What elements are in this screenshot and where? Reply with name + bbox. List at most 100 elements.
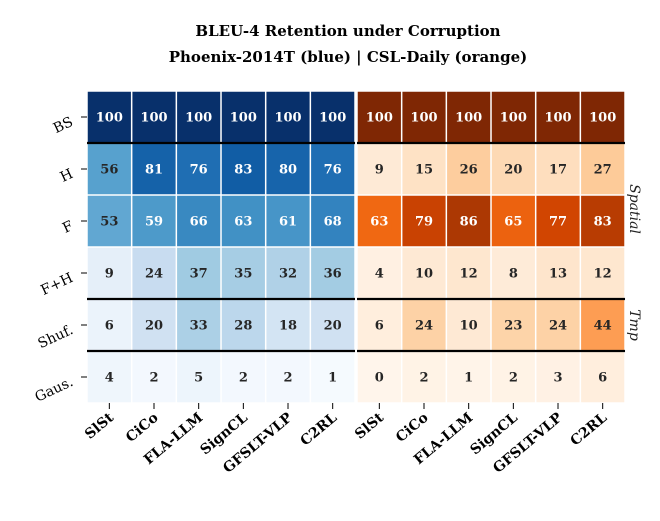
- column-label: CiCo: [123, 410, 162, 446]
- cell-value-label: 12: [594, 267, 612, 282]
- heatmap-cell: [536, 247, 580, 299]
- row-label: H: [58, 166, 76, 186]
- heatmap-cell: [221, 247, 265, 299]
- cell-value-label: 32: [279, 267, 297, 282]
- heatmap-cell: [536, 299, 580, 351]
- heatmap-cell: [402, 351, 446, 403]
- heatmap-cell: [536, 143, 580, 195]
- heatmap-cell: [402, 195, 446, 247]
- heatmap-cell: [177, 299, 221, 351]
- cell-value-label: 76: [324, 163, 342, 178]
- heatmap-cell: [491, 247, 535, 299]
- heatmap-cell: [87, 299, 131, 351]
- cell-value-label: 2: [239, 371, 248, 386]
- cell-value-label: 83: [234, 163, 252, 178]
- cell-value-label: 83: [594, 215, 612, 230]
- cell-value-label: 59: [145, 215, 163, 230]
- cell-value-label: 68: [324, 215, 342, 230]
- cell-value-label: 100: [230, 111, 257, 126]
- heatmap-cell: [447, 351, 491, 403]
- heatmap-cell: [177, 91, 221, 143]
- cell-value-label: 18: [279, 319, 297, 334]
- heatmap-cell: [536, 351, 580, 403]
- heatmap-cell: [357, 351, 401, 403]
- cell-value-label: 36: [324, 267, 342, 282]
- cell-value-label: 23: [504, 319, 522, 334]
- cell-value-label: 77: [549, 215, 567, 230]
- cell-value-label: 100: [366, 111, 393, 126]
- heatmap-cell: [581, 351, 625, 403]
- cell-value-label: 100: [455, 111, 482, 126]
- cell-value-label: 5: [194, 371, 203, 386]
- row-label: BS: [51, 114, 76, 137]
- cell-value-label: 20: [504, 163, 522, 178]
- heatmap-cell: [357, 143, 401, 195]
- cell-value-label: 100: [96, 111, 123, 126]
- cell-value-label: 80: [279, 163, 297, 178]
- side-group-label: Spatial: [626, 184, 642, 234]
- row-label: Gaus.: [33, 374, 76, 405]
- heatmap-cell: [357, 247, 401, 299]
- cell-value-label: 24: [549, 319, 567, 334]
- cell-value-label: 100: [274, 111, 301, 126]
- cell-value-label: 3: [553, 371, 562, 386]
- cell-value-label: 66: [190, 215, 208, 230]
- heatmap-cell: [132, 299, 176, 351]
- heatmap-cell: [447, 299, 491, 351]
- cell-value-label: 2: [509, 371, 518, 386]
- heatmap-cell: [221, 91, 265, 143]
- row-label: F+H: [38, 270, 75, 299]
- heatmap-cell: [357, 195, 401, 247]
- heatmap-cell: [311, 195, 355, 247]
- cell-value-label: 10: [415, 267, 433, 282]
- cell-value-label: 100: [500, 111, 527, 126]
- cell-value-label: 1: [464, 371, 473, 386]
- column-label: CiCo: [393, 410, 432, 446]
- cell-value-label: 37: [190, 267, 208, 282]
- heatmap-cell: [177, 247, 221, 299]
- cell-value-label: 20: [324, 319, 342, 334]
- cell-value-label: 79: [415, 215, 433, 230]
- cell-value-label: 53: [100, 215, 118, 230]
- heatmap-cell: [221, 143, 265, 195]
- heatmap-cell: [266, 195, 310, 247]
- cell-value-label: 100: [319, 111, 346, 126]
- side-group-label: Tmp: [626, 309, 642, 341]
- heatmap-cell: [177, 143, 221, 195]
- cell-value-label: 65: [504, 215, 522, 230]
- heatmap-cell: [177, 195, 221, 247]
- heatmap-cell: [221, 195, 265, 247]
- heatmap-cell: [221, 351, 265, 403]
- group-separators: [87, 141, 626, 353]
- cell-value-label: 10: [460, 319, 478, 334]
- cell-value-label: 12: [460, 267, 478, 282]
- row-labels: BS H F F+H Shuf. Gaus.: [33, 114, 87, 406]
- heatmap-cell: [311, 351, 355, 403]
- cell-value-label: 1: [328, 371, 337, 386]
- heatmap-cell: [402, 299, 446, 351]
- heatmap-cell: [581, 91, 625, 143]
- heatmap-cell: [87, 351, 131, 403]
- heatmap-cell: [177, 351, 221, 403]
- cell-value-label: 6: [105, 319, 114, 334]
- heatmap-cell: [581, 247, 625, 299]
- heatmap-cell: [87, 195, 131, 247]
- heatmap-cell: [311, 299, 355, 351]
- heatmap-cell: [266, 299, 310, 351]
- cell-value-label: 33: [190, 319, 208, 334]
- cell-value-label: 63: [370, 215, 388, 230]
- heatmap-cell: [491, 299, 535, 351]
- row-label: Shuf.: [36, 322, 76, 352]
- heatmap-cell: [357, 91, 401, 143]
- heatmap-cell: [132, 247, 176, 299]
- cell-value-label: 100: [544, 111, 571, 126]
- side-group-labels: Spatial Tmp: [626, 184, 642, 341]
- cell-value-label: 2: [149, 371, 158, 386]
- cell-value-label: 44: [594, 319, 612, 334]
- heatmap-cell: [447, 91, 491, 143]
- heatmap-cell: [447, 195, 491, 247]
- heatmap-cell: [581, 195, 625, 247]
